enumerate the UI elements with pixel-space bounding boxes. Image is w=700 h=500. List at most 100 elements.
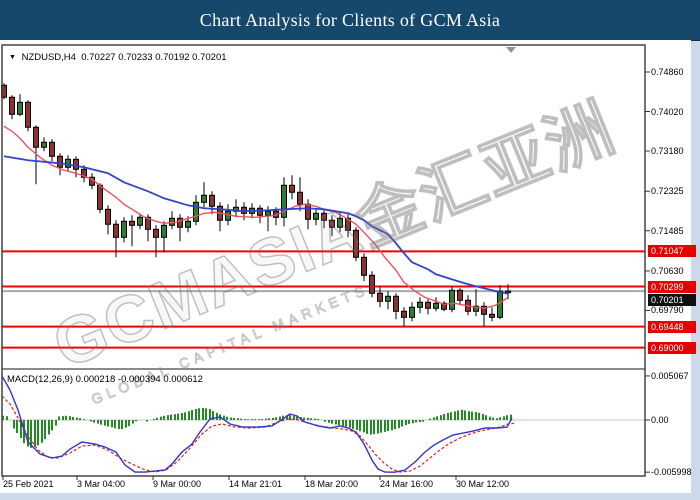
macd-histogram-bar [226,416,228,420]
time-axis-label: 30 Mar 12:00 [456,479,510,489]
candle-bear [329,219,335,228]
macd-histogram-bar [422,420,424,422]
macd-histogram-bar [72,416,74,420]
candle-bull [17,101,23,115]
macd-histogram-bar [398,420,400,428]
macd-histogram-bar [293,415,295,420]
price-level-badge: 0.70299 [648,280,696,293]
macd-histogram-bar [195,409,197,420]
macd-histogram-bar [163,415,165,420]
macd-histogram-bar [62,416,64,420]
macd-histogram-bar [268,418,270,420]
macd-histogram-bar [212,411,214,420]
ohlc-values: 0.70227 0.70233 0.70192 0.70201 [81,52,227,63]
macd-histogram-bar [254,419,256,420]
macd-histogram-bar [104,420,106,426]
macd-histogram-bar [478,412,480,420]
macd-histogram-bar [384,420,386,432]
symbol-label: NZDUSD,H4 [21,52,76,63]
macd-histogram-bar [261,419,263,420]
candle-bear [33,126,39,148]
macd-histogram-bar [51,420,53,431]
candle-bear [377,292,383,302]
candle-bear [145,216,151,230]
candle-bear [345,217,351,231]
current-price-badge: 0.70201 [648,293,696,306]
macd-histogram-bar [363,420,365,433]
macd-histogram-bar [184,412,186,420]
time-axis-label: 14 Mar 21:01 [229,479,283,489]
macd-histogram-bar [307,417,309,420]
price-level-badge: 0.69448 [648,320,696,333]
macd-histogram-bar [135,420,137,422]
macd-histogram-bar [237,418,239,420]
window-title-bar: Chart Analysis for Clients of GCM Asia [0,0,700,41]
macd-histogram-bar [335,420,337,425]
price-level-badge: 0.71047 [648,245,696,258]
macd-histogram-bar [391,420,393,431]
macd-histogram-bar [303,417,305,420]
chevron-down-icon[interactable]: ▼ [9,54,16,61]
candle-bull [41,141,47,148]
macd-histogram-bar [167,415,169,420]
macd-histogram-bar [160,416,162,420]
candle-bear [113,223,119,238]
macd-histogram-bar [37,420,39,446]
candle-bear [481,305,487,315]
macd-histogram-bar [132,420,134,424]
macd-histogram-bar [27,420,29,447]
candle-bull [137,216,143,226]
candle-bear [441,302,447,310]
macd-main-line [1,375,513,473]
candle-bull [449,289,455,310]
macd-histogram-bar [97,420,99,424]
candle-bear [25,101,31,128]
macd-histogram-bar [373,420,375,435]
candle-bear [393,295,399,312]
candle-bull [65,158,71,168]
candle-bull [265,210,271,216]
macd-histogram-bar [387,420,389,432]
macd-histogram-bar [289,415,291,420]
macd-histogram-bar [251,419,253,420]
macd-histogram-bar [216,412,218,420]
macd-histogram-bar [482,413,484,420]
candle-bear [489,313,495,318]
macd-histogram-bar [41,420,43,443]
candle-bear [369,274,375,294]
macd-histogram-bar [286,415,288,420]
macd-axis-label: 0.00 [651,415,669,425]
macd-histogram-bar [503,416,505,420]
macd-signal-line [1,395,515,473]
candle-bear [153,228,159,238]
price-axis-label: 0.72325 [651,186,684,197]
candle-bear [457,289,463,301]
candle-bear [57,155,63,168]
candle-bear [97,184,103,210]
price-axis-label: 0.74020 [651,106,684,117]
price-axis-label: 0.71485 [651,225,684,236]
candle-bull [185,220,191,228]
plot-background [2,45,645,476]
macd-histogram-bar [111,420,113,428]
macd-histogram-bar [198,408,200,420]
macd-histogram-bar [177,413,179,420]
macd-histogram-bar [2,415,4,420]
candle-bear [49,141,55,157]
macd-histogram-bar [55,420,57,426]
candle-bull [161,224,167,238]
candle-bull [505,290,511,294]
macd-histogram-bar [464,410,466,420]
macd-histogram-bar [282,415,284,420]
candle-bear [81,168,87,178]
macd-histogram-bar [23,420,25,444]
macd-histogram-bar [468,411,470,420]
price-axis-label: 0.73180 [651,146,684,157]
macd-histogram-bar [118,420,120,430]
macd-histogram-bar [247,419,249,420]
time-axis-label: 18 Mar 20:00 [305,479,359,489]
macd-histogram-bar [240,418,242,420]
macd-histogram-bar [492,417,494,420]
